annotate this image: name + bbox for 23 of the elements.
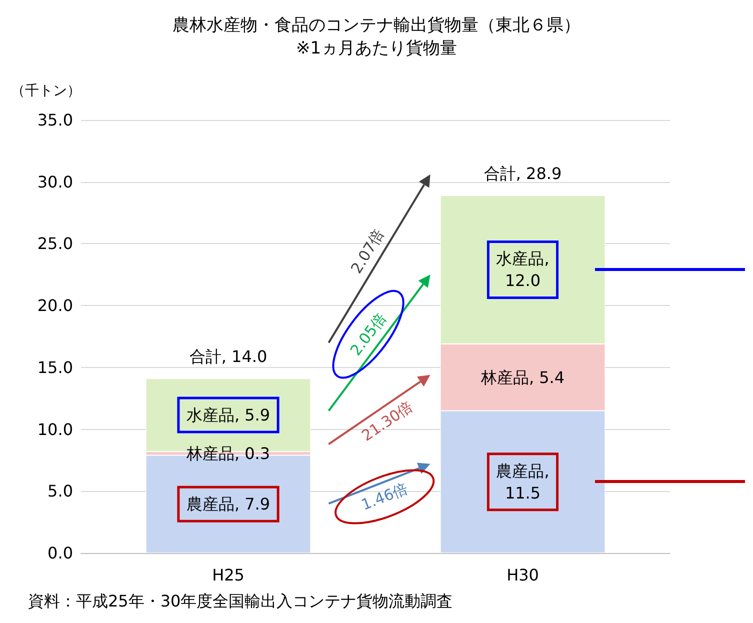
annotation: 1.46倍 xyxy=(358,480,410,514)
text: 資料：平成25年・30年度全国輸出入コンテナ貨物流動調査 xyxy=(28,592,453,610)
y-tick-label: 20.0 xyxy=(37,296,73,316)
x-tick-label: H25 xyxy=(212,566,244,584)
y-tick-label: 30.0 xyxy=(37,172,73,192)
y-tick-label: 35.0 xyxy=(37,110,73,130)
data-label: 水産品, 12.0 xyxy=(496,249,550,290)
x-tick-label: H30 xyxy=(506,566,539,584)
y-tick-label: 0.0 xyxy=(48,544,73,562)
y-tick-label: 15.0 xyxy=(37,358,73,377)
data-label: 林産品, 0.3 xyxy=(185,444,270,463)
data-label: 水産品, 5.9 xyxy=(186,406,270,425)
data-label: 林産品, 5.4 xyxy=(480,368,565,387)
y-axis-title: （千トン） xyxy=(11,83,81,99)
total-label: 合計, 14.0 xyxy=(189,347,268,366)
y-tick-label: 25.0 xyxy=(37,234,73,254)
y-tick-label: 10.0 xyxy=(37,420,73,439)
chart-subtitle: ※1ヵ月あたり貨物量 xyxy=(296,38,458,58)
data-label: 農産品, 11.5 xyxy=(496,461,550,502)
total-label: 合計, 28.9 xyxy=(484,164,562,183)
y-tick-label: 5.0 xyxy=(48,482,73,501)
chart-title: 農林水産物・食品のコンテナ輸出貨物量（東北６県） xyxy=(172,16,580,36)
data-label: 農産品, 7.9 xyxy=(186,494,270,514)
